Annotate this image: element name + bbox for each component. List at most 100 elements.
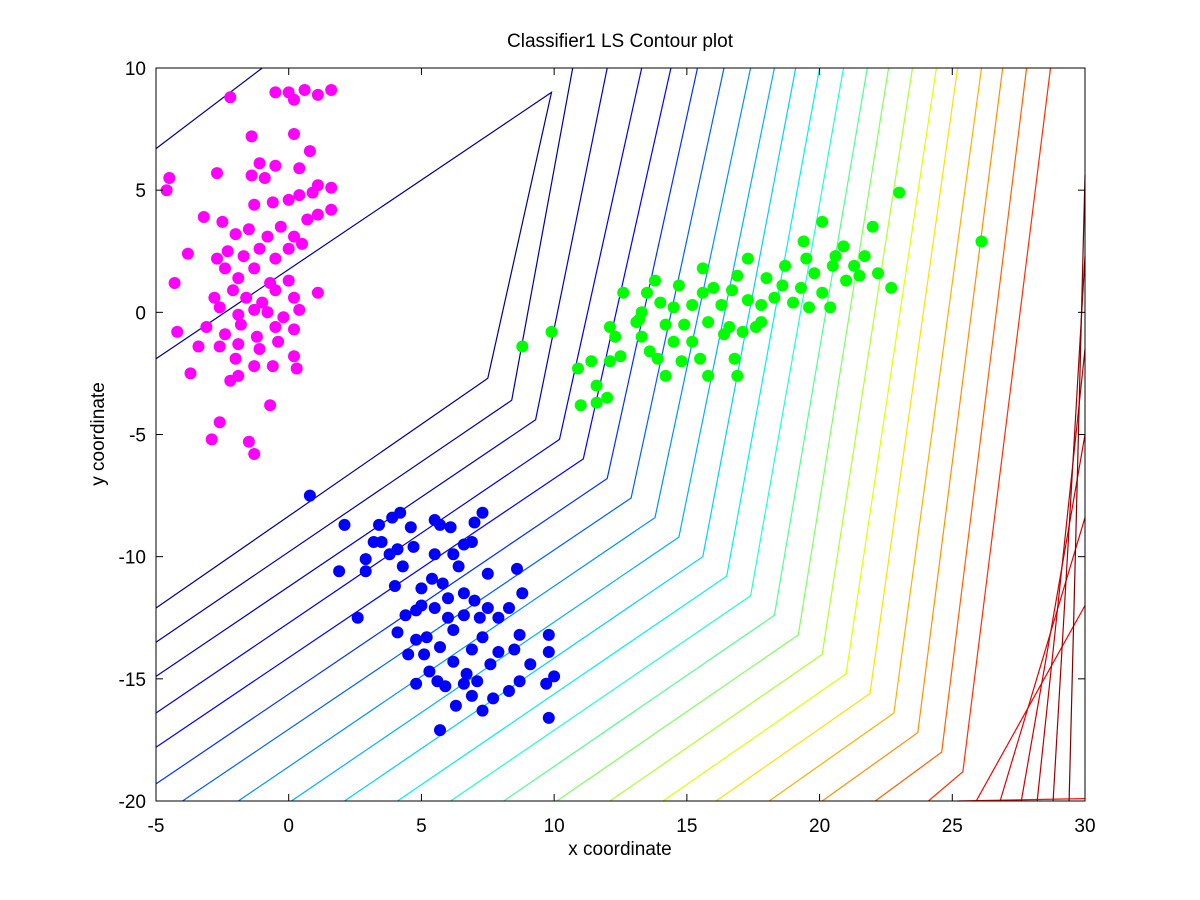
series-1-point-62: [651, 352, 664, 365]
contour-line-3: [155, 67, 608, 677]
series-1-point-43: [816, 286, 829, 299]
series-2-point-3: [351, 611, 364, 624]
series-0-point-27: [216, 215, 229, 228]
series-1-point-69: [776, 279, 789, 292]
series-2-point-59: [431, 675, 444, 688]
series-0-point-71: [253, 343, 266, 355]
series-2-point-4: [359, 553, 372, 566]
series-0-point-83: [213, 416, 226, 429]
series-2-point-22: [428, 548, 441, 561]
series-1-point-45: [837, 240, 850, 253]
series-2-point-78: [442, 611, 454, 624]
series-0-point-2: [224, 91, 237, 104]
series-1-point-70: [803, 301, 815, 314]
series-0-point-15: [245, 169, 258, 182]
series-0-point-47: [282, 274, 295, 287]
series-2-point-71: [415, 582, 428, 595]
series-1-point-7: [590, 379, 603, 392]
series-1-point-42: [808, 267, 821, 280]
series-0-point-9: [245, 130, 258, 143]
contour-line-20: [874, 67, 1028, 802]
series-2-point-33: [457, 587, 470, 600]
series-0-point-65: [250, 330, 263, 343]
series-0-point-72: [272, 335, 285, 348]
series-1-point-60: [659, 369, 672, 382]
contour-line-28: [1068, 175, 1086, 802]
series-1-point-3: [590, 396, 603, 409]
series-2-point-5: [359, 565, 372, 578]
contour-line-5: [155, 67, 672, 748]
series-1-point-25: [686, 335, 699, 348]
series-2-point-47: [542, 646, 555, 658]
series-2-point-66: [471, 675, 484, 688]
series-2-point-45: [524, 658, 537, 671]
contour-line-12: [450, 67, 845, 802]
series-2-point-77: [410, 633, 423, 646]
series-0-point-5: [288, 93, 300, 106]
series-2-point-50: [542, 711, 555, 724]
series-0-point-30: [261, 230, 274, 243]
series-0-point-1: [160, 184, 173, 197]
contour-line-25: [1020, 434, 1086, 802]
x-tick-label: 10: [544, 816, 565, 837]
series-0-point-21: [266, 196, 279, 209]
series-0-point-76: [248, 360, 261, 373]
series-0-point-32: [288, 230, 300, 243]
series-1-point-28: [707, 281, 720, 294]
contour-line-6: [155, 67, 699, 785]
contour-line-2: [155, 67, 574, 643]
series-0-point-73: [288, 350, 300, 363]
series-2-point-74: [434, 724, 446, 737]
contour-line-15: [609, 67, 914, 802]
series-0-point-38: [237, 250, 250, 263]
series-1-point-14: [643, 345, 656, 358]
series-0-point-49: [208, 291, 221, 304]
series-1-point-66: [718, 328, 730, 341]
y-tick-label: -15: [119, 670, 146, 691]
series-0-point-10: [288, 128, 300, 140]
series-1-point-22: [672, 279, 685, 292]
series-2-point-53: [487, 692, 500, 705]
series-1-point-24: [686, 299, 699, 311]
series-2-point-51: [513, 675, 526, 688]
series-2-point-11: [394, 506, 407, 519]
series-2-point-31: [465, 536, 478, 548]
series-2-point-32: [476, 506, 489, 519]
series-0-point-14: [211, 167, 223, 180]
series-1-point-33: [741, 294, 754, 307]
series-0-point-25: [325, 203, 338, 216]
series-2-point-41: [516, 587, 529, 600]
series-1-point-16: [641, 286, 653, 299]
series-0-point-0: [163, 172, 176, 184]
series-2-point-67: [484, 658, 497, 671]
scatter-points: [160, 84, 988, 737]
series-1-point-10: [603, 321, 616, 333]
x-tick-label: 30: [1074, 816, 1095, 837]
series-2-point-30: [468, 516, 481, 529]
series-1-point-0: [516, 340, 529, 353]
series-0-point-23: [293, 189, 306, 202]
x-tick-label: -5: [148, 816, 165, 837]
series-0-point-51: [240, 291, 253, 304]
x-tick-label: 0: [283, 816, 294, 837]
series-1-point-6: [601, 391, 614, 404]
series-0-point-55: [311, 286, 324, 299]
series-0-point-31: [274, 220, 287, 233]
series-0-point-52: [256, 296, 269, 309]
series-1-point-38: [779, 259, 792, 272]
series-2-point-56: [457, 677, 470, 690]
series-2-point-52: [503, 685, 515, 697]
series-1-point-61: [675, 355, 688, 368]
series-1-point-13: [635, 330, 648, 343]
series-0-point-17: [293, 162, 306, 175]
series-2-point-1: [338, 518, 351, 531]
series-1-point-59: [696, 262, 709, 275]
series-0-point-56: [213, 301, 226, 314]
series-1-point-9: [609, 330, 622, 343]
series-1-point-21: [667, 301, 680, 314]
series-0-point-40: [269, 252, 282, 265]
series-1-point-71: [829, 250, 842, 263]
series-0-point-79: [184, 367, 197, 380]
series-2-point-69: [447, 624, 460, 636]
